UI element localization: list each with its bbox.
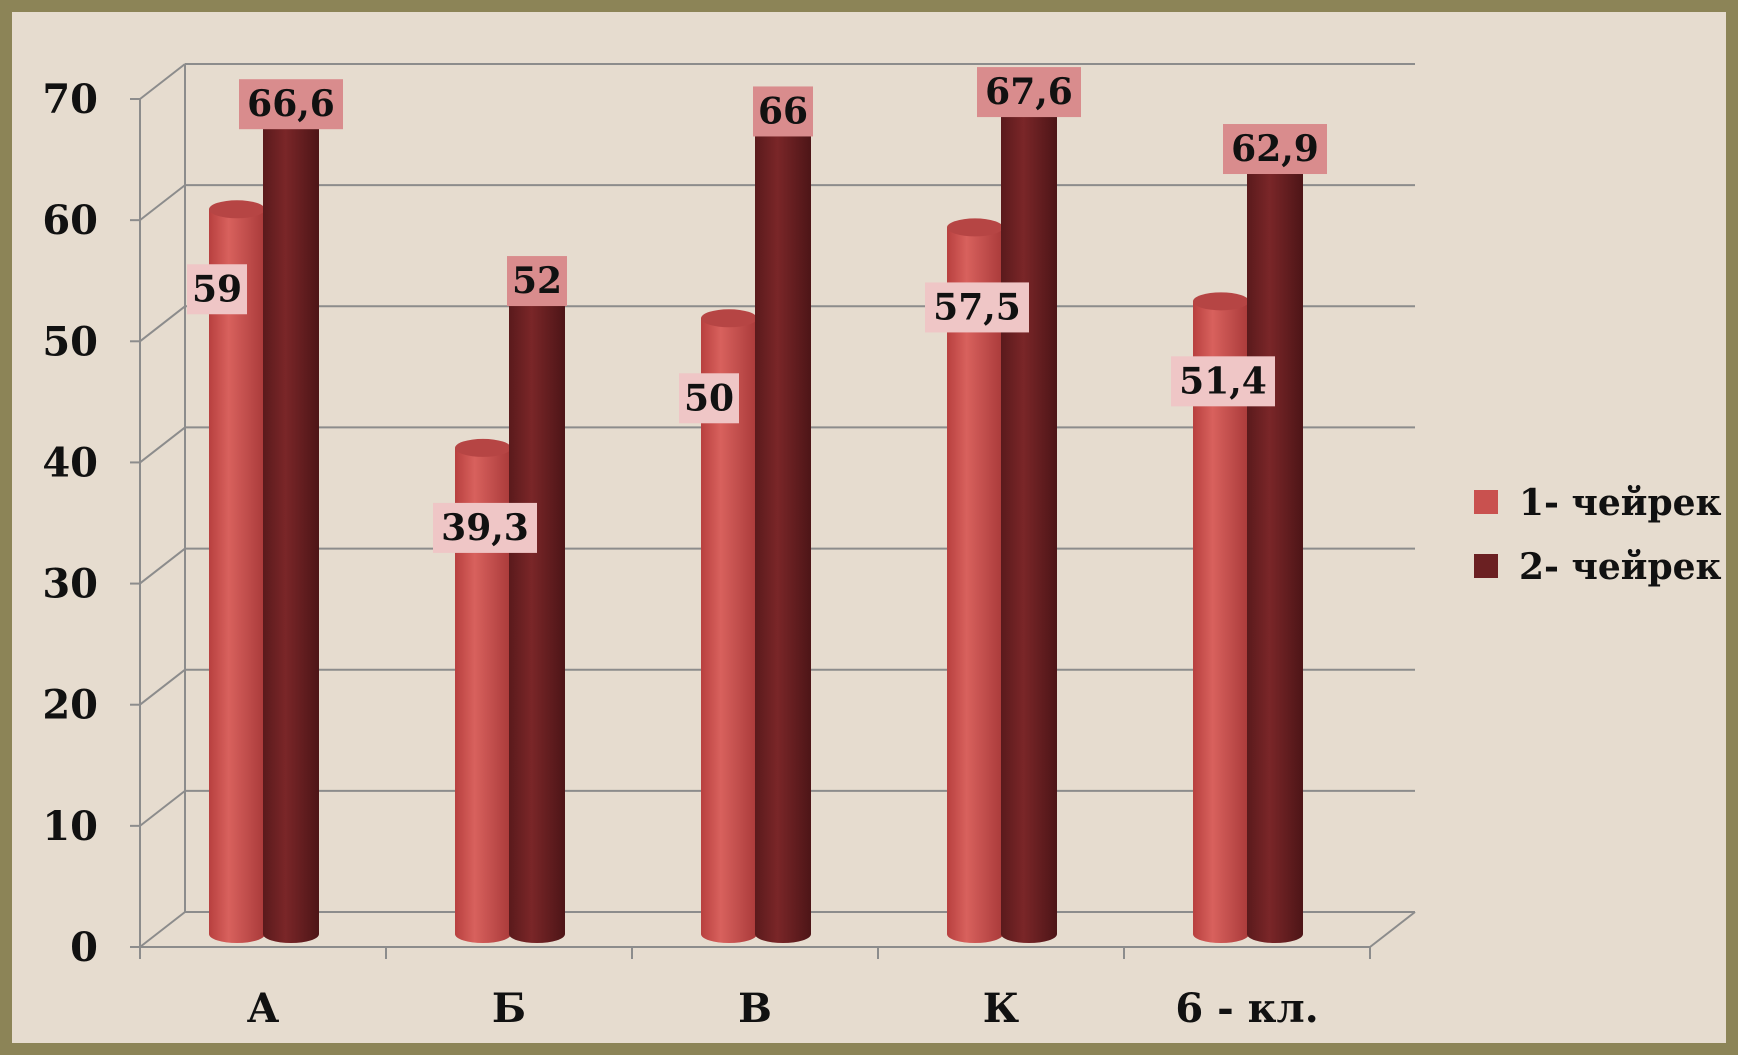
data-label: 67,6 xyxy=(977,67,1081,118)
data-label: 39,3 xyxy=(433,502,537,553)
data-label-text: 39,3 xyxy=(441,507,529,549)
bar-top xyxy=(455,438,511,457)
data-label: 52 xyxy=(507,256,567,307)
data-label-bg xyxy=(239,79,343,130)
legend-swatch xyxy=(1474,554,1498,578)
bar xyxy=(209,200,265,943)
data-label-text: 67,6 xyxy=(985,71,1073,113)
gridline-side xyxy=(139,184,186,221)
gridline-side xyxy=(139,547,186,585)
gridline-side xyxy=(139,790,186,827)
legend-swatch xyxy=(1474,490,1498,514)
bar-body xyxy=(1193,301,1249,944)
bar-top xyxy=(209,200,265,219)
data-label: 51,4 xyxy=(1171,356,1275,407)
data-label-bg xyxy=(977,67,1081,118)
x-tick-label: К xyxy=(983,985,1019,1032)
bar-body xyxy=(701,318,757,943)
bar xyxy=(1001,96,1057,944)
data-label-text: 66 xyxy=(758,90,808,132)
data-label-text: 52 xyxy=(512,260,562,302)
y-tick-label: 20 xyxy=(42,682,98,729)
bar-top xyxy=(1193,292,1249,311)
gridline-side xyxy=(139,63,186,100)
data-label-bg xyxy=(925,282,1029,333)
bar xyxy=(755,115,811,943)
data-label: 66,6 xyxy=(239,79,343,130)
data-label-bg xyxy=(187,264,247,315)
bar-top xyxy=(701,309,757,328)
bar-body xyxy=(755,124,811,943)
bar xyxy=(701,309,757,943)
data-label-text: 62,9 xyxy=(1231,128,1319,170)
legend-label: 2- чейрек xyxy=(1519,546,1722,588)
data-label: 50 xyxy=(679,373,739,424)
legend-item: 2- чейрек xyxy=(1474,546,1722,588)
data-label-text: 51,4 xyxy=(1179,360,1267,402)
bar xyxy=(1193,292,1249,944)
data-label: 59 xyxy=(187,264,247,315)
bar xyxy=(509,285,565,943)
x-tick-label: В xyxy=(738,985,772,1032)
gridline-side xyxy=(139,911,186,948)
bars xyxy=(209,96,1303,944)
x-tick-label: А xyxy=(247,985,280,1032)
bar-body xyxy=(509,294,565,943)
y-tick-label: 30 xyxy=(42,561,98,608)
x-tick-label: Б xyxy=(492,985,526,1032)
data-labels: 59 66,6 39,3 52 50 66 57,5 67,6 51,4 62,9 xyxy=(187,67,1327,553)
y-tick-label: 70 xyxy=(42,76,98,123)
legend-label: 1- чейрек xyxy=(1519,482,1722,524)
floor-edge xyxy=(1369,911,1416,948)
gridline-side xyxy=(139,426,186,464)
data-label-bg xyxy=(753,86,813,137)
data-label-text: 57,5 xyxy=(933,286,1021,328)
bar-body xyxy=(455,447,511,943)
bar-body xyxy=(1247,162,1303,944)
data-label-bg xyxy=(1171,356,1275,407)
y-tick-label: 60 xyxy=(42,197,98,244)
legend-item: 1- чейрек xyxy=(1474,482,1722,524)
data-label: 62,9 xyxy=(1223,124,1327,175)
axes: 0 10 20 30 40 50 60 70 А Б В К 6 - кл. xyxy=(42,76,1416,1032)
data-label: 57,5 xyxy=(925,282,1029,333)
data-label-bg xyxy=(507,256,567,307)
bar-body xyxy=(947,227,1003,943)
data-label-text: 50 xyxy=(684,377,734,419)
bar xyxy=(1247,153,1303,944)
data-label-bg xyxy=(1223,124,1327,175)
bar xyxy=(263,108,319,943)
bar-body xyxy=(1001,105,1057,944)
y-tick-label: 10 xyxy=(42,803,98,850)
y-tick-label: 0 xyxy=(70,924,98,971)
data-label: 66 xyxy=(753,86,813,137)
gridline-side xyxy=(139,668,186,706)
y-tick-label: 50 xyxy=(42,318,98,365)
x-tick-label: 6 - кл. xyxy=(1175,985,1318,1032)
bar xyxy=(947,218,1003,943)
data-label-text: 66,6 xyxy=(247,83,335,125)
bar-body xyxy=(209,209,265,943)
legend: 1- чейрек 2- чейрек xyxy=(1474,482,1722,588)
bar xyxy=(455,438,511,943)
bar-top xyxy=(947,218,1003,237)
data-label-bg xyxy=(433,502,537,553)
y-tick-label: 40 xyxy=(42,439,98,486)
data-label-text: 59 xyxy=(192,268,242,310)
data-label-bg xyxy=(679,373,739,424)
bar-body xyxy=(263,117,319,943)
gridline-side xyxy=(139,305,186,343)
